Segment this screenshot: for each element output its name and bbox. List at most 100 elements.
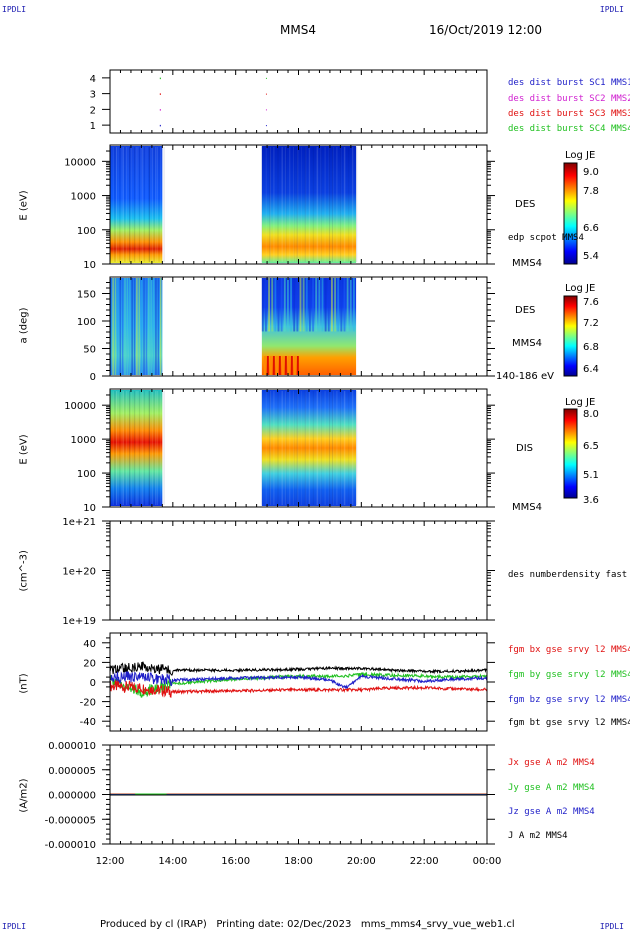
- fgm-ytick-label: 0: [90, 678, 96, 689]
- x-tick-label: 18:00: [284, 856, 313, 867]
- des-energy-colorbar: [563, 162, 578, 265]
- des-pitch-cbar-title: Log JE: [565, 283, 596, 294]
- des-pitch-hot-column: [269, 356, 272, 375]
- des-pitch-column: [143, 278, 145, 375]
- des-pitch-ytick-label: 50: [83, 345, 96, 356]
- des-pitch-column: [268, 278, 271, 332]
- des-pitch-column: [352, 278, 355, 332]
- des-pitch-column: [140, 278, 143, 375]
- des-pitch-column: [150, 278, 152, 375]
- dis-energy-ytick-label: 1000: [71, 435, 96, 446]
- des-pitch-column: [280, 278, 283, 332]
- burst-ytick-label: 2: [90, 105, 96, 116]
- des-pitch-column: [152, 278, 155, 375]
- current-ytick-label: -0.000010: [45, 840, 96, 851]
- des-pitch-hot-column: [287, 356, 290, 375]
- des-pitch-column: [318, 278, 321, 332]
- des-energy-ytick-label: 100: [77, 226, 96, 237]
- fgm-ytick-label: -40: [80, 717, 96, 728]
- burst-frame: [109, 69, 488, 134]
- x-tick-label: 00:00: [473, 856, 502, 867]
- des-pitch-hot-column: [284, 356, 287, 375]
- x-tick-label: 16:00: [221, 856, 250, 867]
- fgm-ytick-label: 40: [83, 639, 96, 650]
- des-pitch-cbar-tick: 6.4: [583, 364, 599, 375]
- des-energy-cbar-tick: 5.4: [583, 251, 599, 262]
- des-pitch-column: [340, 278, 343, 332]
- corner-label-bottom-right: IPDLI: [599, 922, 624, 931]
- dis-energy-cbar-tick: 6.5: [583, 441, 599, 452]
- des-pitch-column: [264, 278, 267, 332]
- des-pitch-column: [271, 278, 274, 332]
- corner-label-top-right: IPDLI: [599, 5, 624, 14]
- des-pitch-column: [308, 278, 311, 332]
- des-pitch-column: [277, 278, 280, 332]
- dis-energy-ytick-label: 10000: [64, 401, 96, 412]
- des-energy-cbar-title: Log JE: [565, 150, 596, 161]
- fgm-by-label: fgm by gse srvy l2 MMS4: [508, 670, 630, 680]
- des-pitch-column: [129, 278, 131, 375]
- burst-ytick-label: 1: [90, 121, 96, 132]
- des-pitch-column: [112, 278, 114, 375]
- des-pitch-column: [346, 278, 349, 332]
- burst-ytick-label: 4: [90, 74, 96, 85]
- jy-label: Jy gse A m2 MMS4: [508, 783, 595, 793]
- des-energy-label: DES: [515, 199, 536, 210]
- des-energy-spectrogram-block: [110, 146, 163, 263]
- des-pitch-cbar-tick: 7.2: [583, 318, 599, 329]
- datetime-title: 16/Oct/2019 12:00: [429, 23, 543, 37]
- current-ylabel: (A/m2): [18, 778, 30, 813]
- des-pitch-column: [131, 278, 133, 375]
- burst-label-mms3: des dist burst SC3 MMS3: [508, 109, 630, 119]
- corner-label-top-left: IPDLI: [2, 5, 27, 14]
- burst-ytick-label: 3: [90, 90, 96, 101]
- des-pitch-column: [327, 278, 330, 332]
- des-energy-cbar-tick: 7.8: [583, 186, 599, 197]
- dis-energy-colorbar: [563, 408, 578, 499]
- des-pitch-ytick-label: 150: [77, 290, 96, 301]
- des-pitch-column: [286, 278, 289, 332]
- x-tick-label: 12:00: [96, 856, 125, 867]
- current-ytick-label: 0.000010: [48, 741, 96, 752]
- des-pitch-bottom-label: 140-186 eV: [496, 371, 554, 382]
- des-pitch-colorbar: [563, 295, 578, 377]
- density-ylabel: (cm^-3): [18, 550, 30, 592]
- des-energy-ytick-label: 1000: [71, 192, 96, 203]
- density-frame: [109, 520, 488, 621]
- des-pitch-ytick-label: 100: [77, 317, 96, 328]
- des-pitch-label: DES: [515, 305, 536, 316]
- des-pitch-cbar-tick: 7.6: [583, 297, 599, 308]
- des-pitch-hot-column: [278, 356, 281, 375]
- des-pitch-column: [117, 278, 119, 375]
- des-pitch-hot-column: [266, 356, 269, 375]
- footer-text: Produced by cl (IRAP) Printing date: 02/…: [100, 919, 515, 930]
- des-pitch-column: [121, 278, 124, 375]
- des-pitch-column: [157, 278, 160, 375]
- burst-label-mms1: des dist burst SC1 MMS1: [508, 78, 630, 88]
- dis-energy-cbar-tick: 3.6: [583, 495, 599, 506]
- des-pitch-column: [261, 278, 264, 332]
- des-pitch-column: [330, 278, 333, 332]
- des-energy-sublabel: edp scpot MMS4: [508, 233, 584, 243]
- current-ytick-label: -0.000005: [45, 815, 96, 826]
- dis-energy-spectrogram-block: [261, 390, 357, 506]
- des-energy-spectrogram-block: [261, 146, 357, 263]
- des-pitch-hot-column: [296, 356, 299, 375]
- fgm-ytick-label: 20: [83, 658, 96, 669]
- des-pitch-column: [283, 278, 286, 332]
- des-pitch-column: [114, 278, 117, 375]
- des-pitch-column: [148, 278, 150, 375]
- x-tick-label: 20:00: [347, 856, 376, 867]
- dis-energy-ytick-label: 10: [83, 503, 96, 514]
- density-ytick-label: 1e+21: [62, 517, 96, 528]
- dis-energy-spectrogram-block: [110, 390, 163, 506]
- des-pitch-column: [290, 278, 293, 332]
- des-energy-ylabel: E (eV): [18, 190, 30, 221]
- des-pitch-column: [305, 278, 308, 332]
- des-energy-cbar-tick: 9.0: [583, 167, 599, 178]
- des-pitch-column: [337, 278, 340, 332]
- x-tick-label: 22:00: [410, 856, 439, 867]
- dis-energy-cbar-title: Log JE: [565, 397, 596, 408]
- des-pitch-column: [274, 278, 277, 332]
